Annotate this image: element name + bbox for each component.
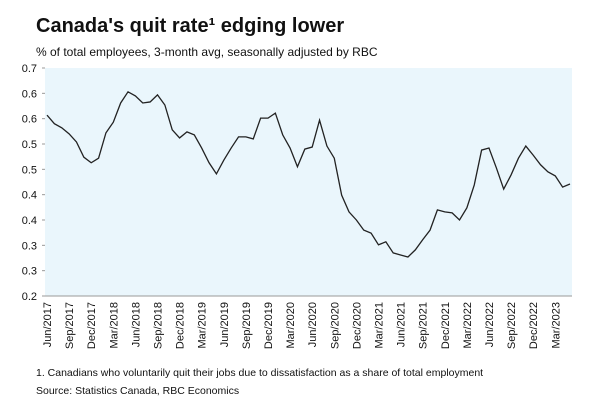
x-tick-label: Sep/2020	[329, 302, 341, 349]
x-tick-label: Jun/2019	[219, 302, 231, 347]
data-line	[46, 90, 571, 258]
x-tick-label: Mar/2019	[197, 302, 209, 348]
x-tick-label: Sep/2017	[64, 302, 76, 349]
x-tick-label: Mar/2022	[462, 302, 474, 348]
y-tick-label: 0.7	[22, 63, 37, 75]
x-tick-label: Dec/2022	[528, 302, 540, 349]
y-tick-label: 0.6	[22, 114, 37, 126]
y-tick-label: 0.5	[22, 139, 37, 151]
x-tick-label: Jun/2018	[130, 302, 142, 347]
y-tick-label: 0.3	[22, 240, 37, 252]
x-tick-label: Sep/2022	[506, 302, 518, 349]
chart-subtitle: % of total employees, 3-month avg, seaso…	[36, 45, 378, 59]
x-tick-label: Dec/2021	[440, 302, 452, 349]
x-tick-label: Sep/2018	[152, 302, 164, 349]
y-tick-label: 0.3	[22, 266, 37, 278]
y-tick-label: 0.2	[22, 291, 37, 303]
x-tick-label: Dec/2020	[351, 302, 363, 349]
y-tick-label: 0.4	[22, 215, 37, 227]
y-tick-label: 0.5	[22, 164, 37, 176]
x-tick-label: Dec/2017	[86, 302, 98, 349]
chart-title: Canada's quit rate¹ edging lower	[36, 15, 344, 37]
x-tick-label: Sep/2019	[241, 302, 253, 349]
y-tick-label: 0.4	[22, 190, 37, 202]
footnote: 1. Canadians who voluntarily quit their …	[36, 367, 483, 379]
y-tick-label: 0.6	[22, 88, 37, 100]
x-tick-label: Dec/2019	[263, 302, 275, 349]
x-tick-label: Mar/2023	[550, 302, 562, 348]
x-tick-label: Dec/2018	[175, 302, 187, 349]
x-tick-label: Sep/2021	[418, 302, 430, 349]
x-tick-label: Jun/2022	[484, 302, 496, 347]
x-tick-label: Mar/2021	[373, 302, 385, 348]
x-tick-label: Jun/2021	[396, 302, 408, 347]
x-tick-label: Jun/2017	[42, 302, 54, 347]
x-tick-label: Mar/2020	[285, 302, 297, 348]
plot-area	[45, 68, 572, 296]
x-tick-label: Mar/2018	[108, 302, 120, 348]
source: Source: Statistics Canada, RBC Economics	[36, 385, 239, 397]
x-tick-label: Jun/2020	[307, 302, 319, 347]
